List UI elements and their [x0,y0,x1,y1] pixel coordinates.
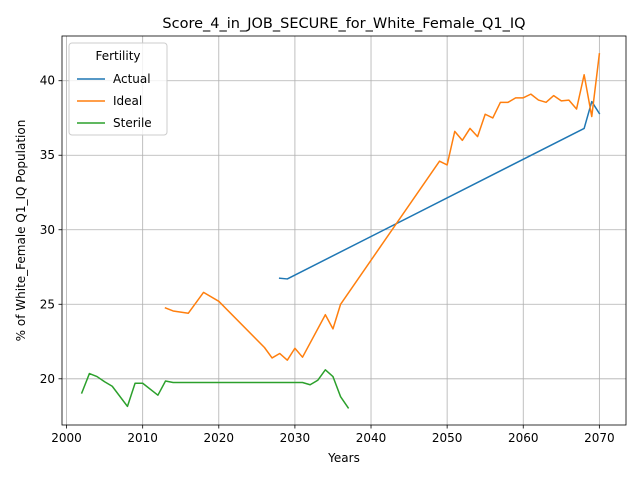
x-axis-label: Years [327,451,360,465]
plot-frame [61,35,627,426]
y-tick-label: 30 [40,223,55,237]
chart-title: Score_4_in_JOB_SECURE_for_White_Female_Q… [162,16,525,32]
y-tick-label: 40 [40,74,55,88]
legend-box [68,42,168,136]
y-tick-label: 35 [40,148,55,162]
legend-title: Fertility [95,49,140,63]
x-tick-label: 2040 [356,431,387,445]
series-line-ideal [164,53,601,361]
y-axis-label: % of White_Female Q1_IQ Population [14,120,28,342]
x-tick-label: 2070 [584,431,615,445]
x-tick-label: 2030 [280,431,311,445]
legend-label-sterile: Sterile [113,116,152,130]
legend-label-actual: Actual [113,72,151,86]
legend-label-ideal: Ideal [113,94,142,108]
legend: Fertility Actual Ideal Sterile [68,42,168,136]
legend-entries: Actual Ideal Sterile [77,72,152,130]
x-tick-label: 2010 [127,431,158,445]
series-line-actual [278,100,601,280]
y-tick-label: 20 [40,372,55,386]
y-tick-label: 25 [40,297,55,311]
x-tick-label: 2060 [508,431,539,445]
series-lines [80,53,601,409]
series-line-sterile [80,369,350,409]
x-tick-label: 2020 [204,431,235,445]
x-tick-label: 2050 [432,431,463,445]
axis-ticks: 2000 2010 2020 2030 2040 2050 2060 2070 20 25 30 35… [40,74,615,445]
x-tick-label: 2000 [51,431,82,445]
grid [62,36,626,425]
